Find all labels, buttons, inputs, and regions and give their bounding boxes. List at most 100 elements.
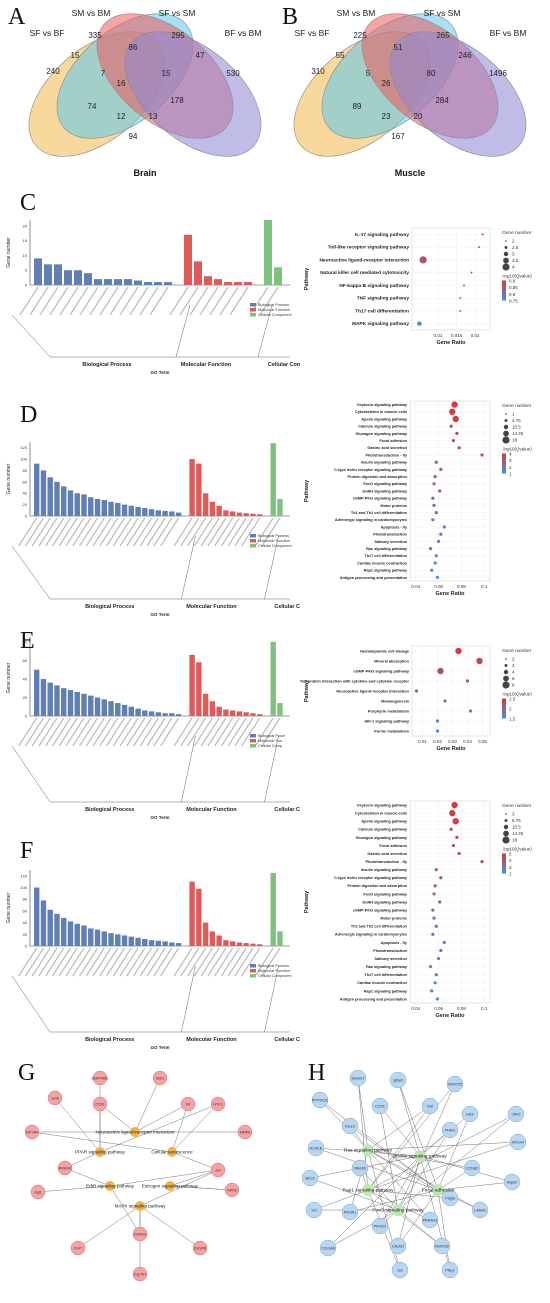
go-bar (204, 276, 212, 285)
venn-count: 335 (88, 31, 102, 40)
go-bar (155, 940, 162, 946)
x-tick-label (99, 717, 119, 747)
gene-node (371, 1097, 389, 1115)
pathway-node (362, 1144, 374, 1156)
color-legend-bar (502, 283, 506, 286)
gene-label: PHKG (445, 1128, 455, 1132)
x-tick-label (58, 947, 78, 977)
legend-swatch (250, 974, 256, 978)
color-legend-label: 4 (509, 452, 512, 457)
pathway-dot (449, 809, 456, 817)
size-legend-dot (503, 257, 509, 264)
gene-label: CAV2 (511, 1112, 520, 1116)
x-tick-label (241, 947, 261, 977)
legend-label: Biological Proce (258, 734, 285, 738)
pathway-label: Natural killer cell mediated cytotoxicit… (320, 270, 409, 276)
network-edge (134, 1103, 189, 1133)
gene-node (471, 1201, 489, 1219)
pathway-dot (468, 709, 473, 713)
go-bar (115, 703, 121, 716)
network-edge (109, 1169, 219, 1187)
pathway-dot (436, 956, 441, 961)
pathway-label: cGMP-PKG signaling pathway (353, 497, 408, 501)
group-bracket (181, 735, 196, 803)
pathway-label: HIF-1 signaling pathway (364, 718, 409, 723)
pathway-label: FoxO signaling pathway (363, 482, 408, 486)
gene-label: Homer1 (352, 1076, 365, 1080)
pathway-node-label: Estrogen signaling pathway (142, 1183, 199, 1188)
size-legend-label: 18 (512, 838, 518, 843)
go-bar (162, 713, 168, 716)
go-bar (209, 931, 216, 946)
go-bar (67, 490, 74, 516)
legend-label: Molecular Function (258, 969, 290, 973)
network-edge (397, 1113, 517, 1211)
x-tick-label (106, 717, 126, 747)
go-bar (128, 936, 134, 946)
go-bar (229, 710, 236, 716)
go-bar (194, 261, 202, 285)
x-axis-label: Gene Ratio (436, 340, 466, 346)
gene-node (192, 1240, 208, 1256)
x-tick-label (187, 517, 207, 547)
pathway-label: cGMP-PKG signaling pathway (353, 908, 408, 912)
x-tick-label (126, 717, 146, 747)
x-tick-label (139, 286, 159, 316)
go-bar (229, 941, 236, 946)
size-legend-label: 4.75 (512, 418, 521, 423)
gene-label: NPY4R (26, 1130, 38, 1134)
pathway-label: Phototransduction (373, 533, 407, 537)
go-bar (189, 881, 195, 946)
x-tick-label: 0.02 (471, 333, 480, 338)
gene-label: PRKAG3 (423, 1218, 438, 1222)
gene-node (311, 1091, 329, 1109)
go-bar (74, 691, 80, 716)
y-axis-label: Gene number (6, 662, 12, 693)
gene-label: Igfbp2 (393, 1078, 403, 1082)
venn-set-label: SF vs SM (159, 8, 196, 18)
x-tick-label (129, 286, 149, 316)
go-bar (104, 279, 112, 285)
go-bar (121, 935, 128, 946)
color-legend-bar (502, 466, 506, 469)
go-bar (121, 504, 128, 516)
x-tick-label (214, 947, 234, 977)
pathway-dot (451, 401, 458, 408)
pathway-label: Rap1 signaling pathway (364, 569, 408, 573)
gene-label: Junb (51, 1096, 59, 1100)
y-tick-label: 0 (25, 283, 28, 288)
x-tick-label (160, 517, 180, 547)
network-edge (349, 1125, 439, 1191)
legend-label: Biological Process (258, 964, 289, 968)
pathway-label: Hematopoietic cell lineage (360, 648, 410, 653)
x-tick-label (160, 717, 180, 747)
gene-node (92, 1070, 108, 1086)
x-tick-label (173, 947, 193, 977)
y-tick-label: 20 (23, 223, 28, 228)
kegg-bubble-chart-d: 0.04 0.06 0.08 0.1 Oxytocin signaling pathwa… (304, 400, 532, 597)
pathway-label: Phototransduction - fly (365, 453, 407, 457)
go-bar (250, 513, 256, 516)
x-tick-label: 0.1 (481, 584, 488, 589)
panel-label-e: E (20, 628, 35, 654)
x-tick-label (139, 947, 159, 977)
group-bracket (264, 735, 279, 803)
x-tick-label (200, 717, 220, 747)
gene-node (509, 1133, 527, 1151)
network-edge (397, 1155, 421, 1247)
pathway-node-label: ErbB signaling pathway (86, 1183, 135, 1188)
x-tick-label: 0.08 (457, 1006, 466, 1011)
x-tick-label (209, 286, 229, 316)
group-bracket (11, 745, 51, 803)
y-tick-label: 0 (25, 944, 28, 949)
legend-label: Molecular Fun (258, 739, 282, 743)
network-edge (437, 1189, 451, 1271)
go-bar (277, 498, 283, 516)
y-tick-label: 60 (23, 908, 28, 913)
legend-swatch (250, 534, 256, 538)
pathway-dot (439, 948, 443, 953)
size-legend-label: 2 (512, 239, 515, 244)
network-edge (379, 1155, 421, 1227)
network-edge (367, 1141, 519, 1151)
